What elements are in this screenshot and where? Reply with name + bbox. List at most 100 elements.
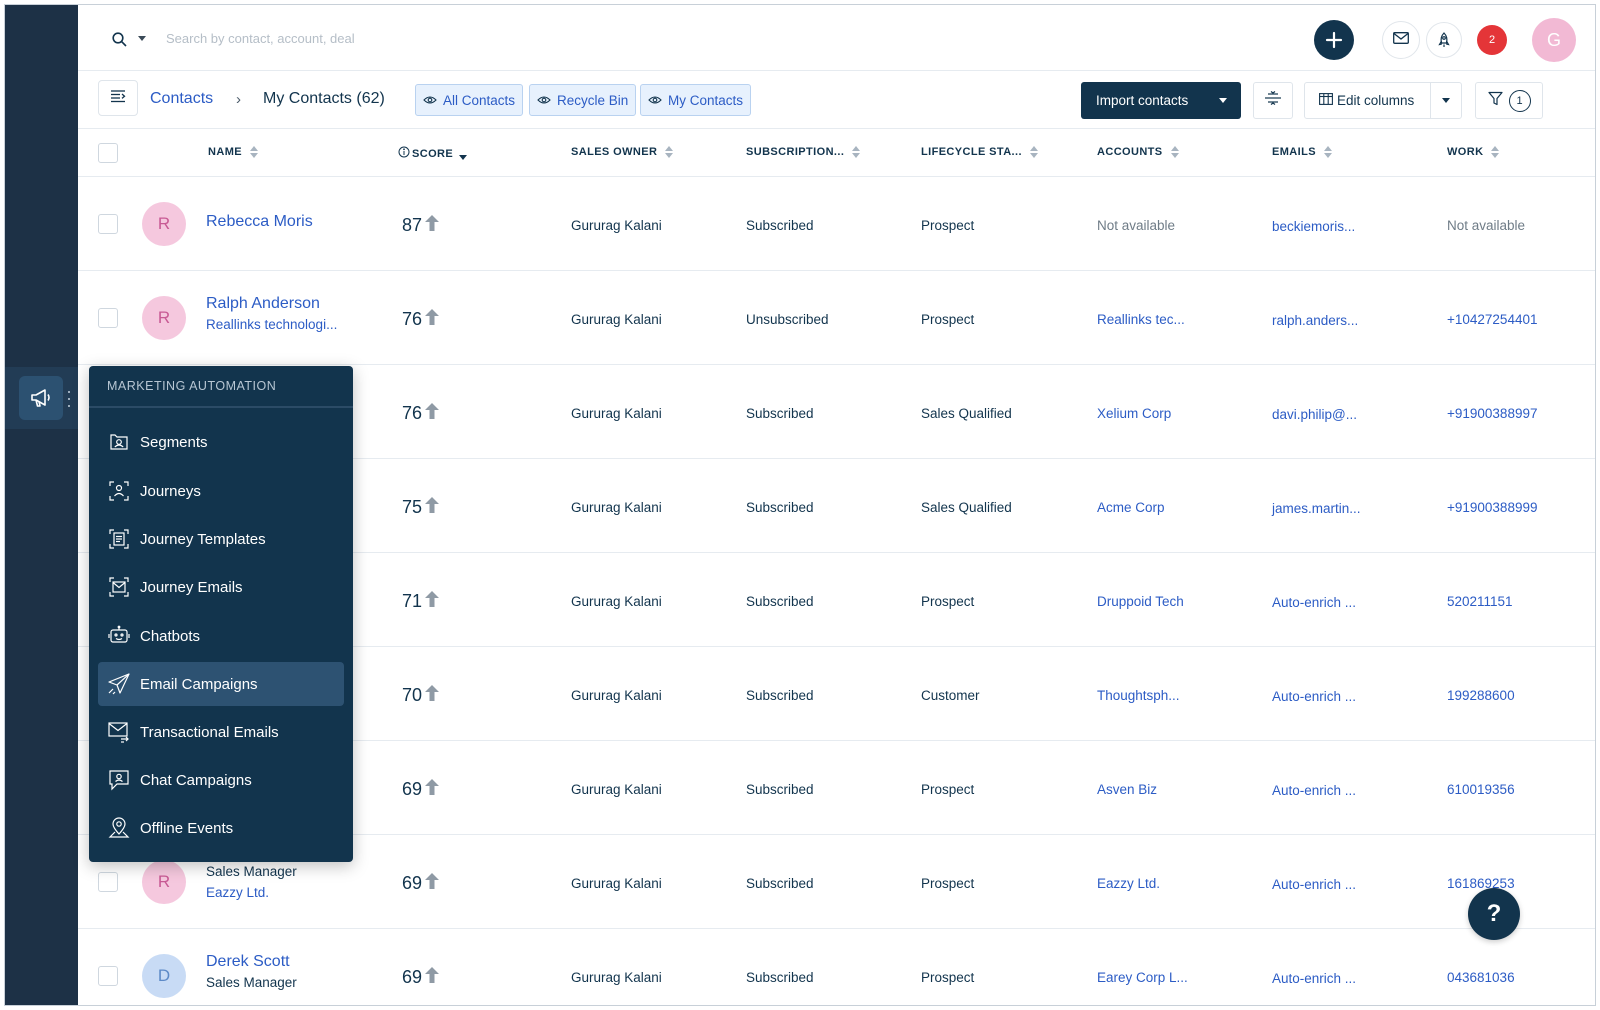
account-cell[interactable]: Acme Corp	[1097, 500, 1165, 515]
import-contacts-button[interactable]: Import contacts	[1081, 82, 1241, 119]
email-cell[interactable]: Auto-enrich ...	[1272, 971, 1357, 986]
contact-subtitle[interactable]: Reallinks technologi...	[206, 317, 338, 332]
help-button[interactable]: ?	[1468, 888, 1520, 940]
score-up-arrow-icon	[424, 872, 440, 895]
sales-owner-cell: Gururag Kalani	[571, 406, 662, 421]
lifecycle-stage-cell: Prospect	[921, 782, 975, 797]
contact-name-link[interactable]: Derek Scott	[206, 953, 290, 970]
sort-descending-icon[interactable]	[459, 148, 468, 160]
add-button[interactable]	[1314, 20, 1354, 60]
table-row[interactable]: R Rebecca Moris 87 Gururag Kalani Subscribed…	[78, 177, 1595, 271]
sort-icon[interactable]	[250, 146, 258, 158]
row-checkbox[interactable]	[98, 966, 118, 986]
search-scope-caret-icon[interactable]	[138, 36, 146, 41]
view-chip-all-contacts[interactable]: All Contacts	[415, 84, 524, 116]
column-header-work[interactable]: WORK	[1447, 146, 1500, 158]
account-cell[interactable]: Thoughtsph...	[1097, 688, 1180, 703]
user-avatar[interactable]: G	[1532, 18, 1576, 62]
notification-badge[interactable]: 2	[1477, 25, 1507, 55]
eye-icon	[537, 93, 551, 108]
work-phone-cell[interactable]: 610019356	[1447, 782, 1515, 797]
email-cell[interactable]: davi.philip@...	[1272, 407, 1357, 422]
row-checkbox[interactable]	[98, 872, 118, 892]
email-cell[interactable]: james.martin...	[1272, 501, 1361, 516]
paper-plane-icon	[108, 673, 130, 695]
select-all-checkbox[interactable]	[98, 143, 118, 163]
rail-item-marketing[interactable]	[5, 367, 78, 429]
search-icon[interactable]	[112, 32, 127, 52]
rocket-button[interactable]	[1424, 20, 1464, 60]
more-dots-icon[interactable]	[67, 391, 71, 407]
score-up-arrow-icon	[424, 966, 440, 989]
email-cell[interactable]: Auto-enrich ...	[1272, 783, 1357, 798]
edit-columns-main[interactable]: Edit columns	[1305, 83, 1431, 118]
table-row[interactable]: D Derek Scott Sales Manager 69 Gururag Kalan…	[78, 929, 1595, 1005]
table-row[interactable]: R Ralph Anderson Reallinks technologi... 76…	[78, 271, 1595, 365]
column-header-label: EMAILS	[1272, 146, 1316, 158]
sort-icon[interactable]	[1029, 146, 1038, 158]
work-phone-cell[interactable]: +91900388999	[1447, 500, 1538, 515]
menu-item-transactional-emails[interactable]: Transactional Emails	[98, 710, 344, 754]
menu-item-chatbots[interactable]: Chatbots	[98, 614, 344, 658]
views-menu-button[interactable]	[98, 80, 138, 116]
sales-owner-cell: Gururag Kalani	[571, 970, 662, 985]
menu-item-journey-emails[interactable]: Journey Emails	[98, 565, 344, 609]
menu-item-email-campaigns[interactable]: Email Campaigns	[98, 662, 344, 706]
account-cell[interactable]: Reallinks tec...	[1097, 312, 1185, 327]
work-phone-cell[interactable]: 199288600	[1447, 688, 1515, 703]
column-header-score[interactable]: SCORE	[398, 146, 468, 161]
menu-item-segments[interactable]: Segments	[98, 420, 344, 464]
filter-button[interactable]: 1	[1475, 82, 1543, 119]
email-cell[interactable]: ralph.anders...	[1272, 313, 1359, 328]
column-header-name[interactable]: NAME	[208, 146, 258, 158]
work-phone-cell[interactable]: +10427254401	[1447, 312, 1538, 327]
breadcrumb-contacts[interactable]: Contacts	[150, 90, 214, 107]
row-checkbox[interactable]	[98, 214, 118, 234]
column-header-sales-owner[interactable]: SALES OWNER	[571, 146, 674, 158]
menu-item-journey-templates[interactable]: Journey Templates	[98, 517, 344, 561]
account-cell[interactable]: Druppoid Tech	[1097, 594, 1184, 609]
edit-columns-label: Edit columns	[1337, 93, 1415, 108]
column-header-accounts[interactable]: ACCOUNTS	[1097, 146, 1179, 158]
sort-icon[interactable]	[665, 146, 674, 158]
email-cell[interactable]: beckiemoris...	[1272, 219, 1356, 234]
account-cell[interactable]: Asven Biz	[1097, 782, 1158, 797]
account-cell[interactable]: Eazzy Ltd.	[1097, 876, 1161, 891]
work-phone-cell[interactable]: 161869253	[1447, 876, 1515, 891]
menu-item-offline-events[interactable]: Offline Events	[98, 806, 344, 850]
megaphone-icon[interactable]	[19, 376, 63, 420]
work-phone-cell[interactable]: 043681036	[1447, 970, 1515, 985]
row-density-button[interactable]	[1253, 82, 1293, 119]
contact-company-link[interactable]: Eazzy Ltd.	[206, 885, 270, 900]
menu-item-label: Journeys	[140, 482, 201, 500]
sort-icon[interactable]	[1170, 146, 1179, 158]
chevron-down-icon[interactable]	[1219, 98, 1227, 103]
chevron-down-icon[interactable]	[1442, 98, 1450, 103]
email-cell[interactable]: Auto-enrich ...	[1272, 689, 1357, 704]
contact-name-link[interactable]: Ralph Anderson	[206, 295, 320, 312]
top-bar: 2 G	[78, 5, 1595, 71]
sort-icon[interactable]	[1491, 146, 1500, 158]
account-cell[interactable]: Earey Corp L...	[1097, 970, 1188, 985]
search-input[interactable]	[166, 25, 626, 51]
sort-icon[interactable]	[852, 146, 861, 158]
view-chip-my-contacts[interactable]: My Contacts	[640, 84, 752, 116]
work-phone-cell[interactable]: +91900388997	[1447, 406, 1538, 421]
contact-name-link[interactable]: Rebecca Moris	[206, 213, 313, 230]
view-chip-recycle-bin[interactable]: Recycle Bin	[529, 84, 637, 116]
menu-item-chat-campaigns[interactable]: Chat Campaigns	[98, 758, 344, 802]
journey-templates-icon	[108, 528, 130, 550]
column-header-lifecycle[interactable]: LIFECYCLE STA...	[921, 146, 1038, 158]
sort-icon[interactable]	[1323, 146, 1332, 158]
email-cell[interactable]: Auto-enrich ...	[1272, 595, 1357, 610]
account-cell[interactable]: Xelium Corp	[1097, 406, 1172, 421]
row-checkbox[interactable]	[98, 308, 118, 328]
work-phone-cell[interactable]: 520211151	[1447, 594, 1513, 609]
column-header-subscription[interactable]: SUBSCRIPTION...	[746, 146, 861, 158]
edit-columns-button[interactable]: Edit columns	[1304, 82, 1462, 119]
mail-button[interactable]	[1382, 21, 1420, 59]
column-header-emails[interactable]: EMAILS	[1272, 146, 1332, 158]
email-cell[interactable]: Auto-enrich ...	[1272, 877, 1357, 892]
menu-item-journeys[interactable]: Journeys	[98, 469, 344, 513]
